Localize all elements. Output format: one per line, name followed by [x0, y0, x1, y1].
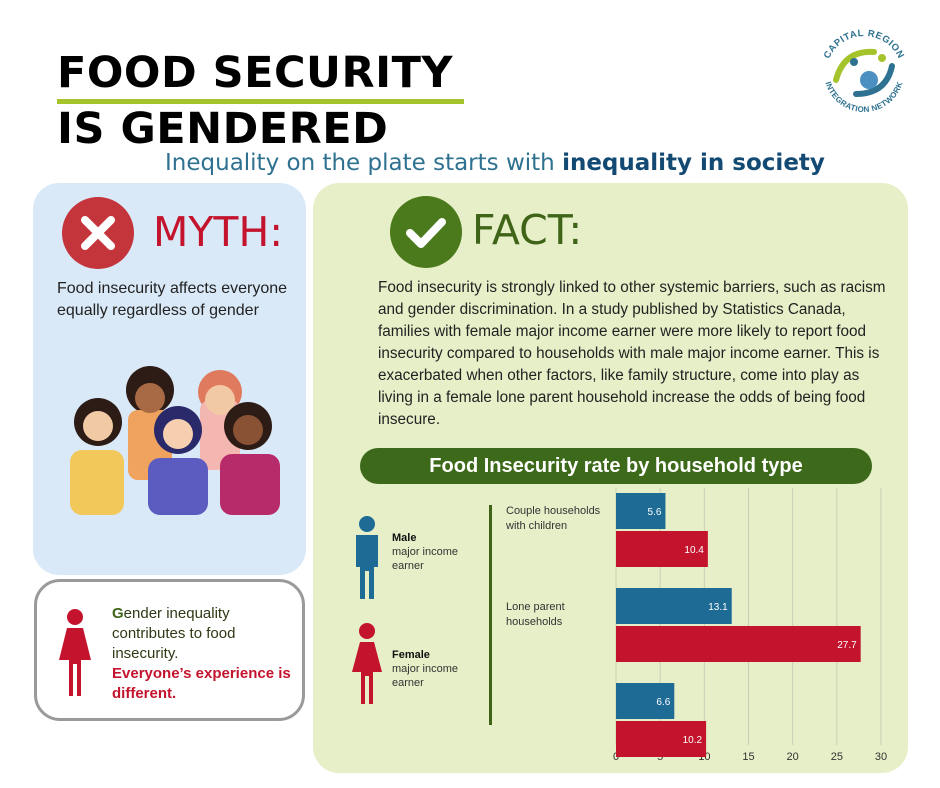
bar-female-1	[616, 626, 861, 662]
data-label: 27.7	[837, 640, 857, 651]
x-tick-label: 15	[742, 751, 754, 763]
subtitle-plain: Inequality on the plate starts with	[165, 150, 563, 176]
data-label: 5.6	[648, 507, 662, 518]
fact-text: Food insecurity is strongly linked to ot…	[378, 279, 886, 428]
title-divider	[57, 99, 464, 104]
fact-heading: FACT:	[472, 206, 583, 254]
category-label-0: Couple households with children	[506, 505, 601, 532]
legend-female-rest: major income earner	[392, 663, 459, 689]
bar-female-2	[616, 721, 707, 757]
gender-note-initial: G	[112, 605, 124, 622]
chart-divider	[489, 505, 492, 725]
page-title-line-2: IS GENDERED	[57, 104, 389, 154]
female-legend-icon	[352, 623, 382, 704]
legend-male-rest: major income earner	[392, 546, 459, 572]
legend-male: Male major income earner	[392, 531, 472, 573]
bar-male-2	[616, 683, 675, 719]
bar-male-0	[616, 493, 666, 529]
x-icon	[62, 197, 134, 269]
page-subtitle: Inequality on the plate starts with ineq…	[165, 150, 825, 176]
data-label: 6.6	[656, 697, 670, 708]
logo-text-top: CAPITAL REGION	[822, 28, 906, 61]
myth-text: Food insecurity affects everyone equally…	[57, 280, 288, 319]
page-title-line-1: FOOD SECURITY	[57, 48, 454, 98]
data-label: 10.2	[683, 735, 703, 746]
x-tick-label: 20	[787, 751, 799, 763]
myth-heading: MYTH:	[153, 208, 284, 256]
female-icon	[59, 609, 91, 696]
bar-male-1	[616, 588, 732, 624]
data-label: 10.4	[684, 545, 704, 556]
check-icon	[390, 196, 462, 268]
bar-female-0	[616, 531, 708, 567]
gender-note-rest: ender inequality contributes to food ins…	[112, 605, 236, 662]
legend-male-bold: Male	[392, 532, 417, 544]
women-group-illustration	[70, 366, 280, 515]
x-tick-label: 25	[831, 751, 843, 763]
data-label: 13.1	[708, 602, 728, 613]
gender-note-emphasis: Everyone’s experience is different.	[112, 665, 291, 702]
capital-region-logo: CAPITAL REGION INTEGRATION NETWORK	[822, 28, 906, 114]
legend-female-bold: Female	[392, 649, 430, 661]
subtitle-bold: inequality in society	[562, 150, 825, 176]
svg-text:CAPITAL REGION: CAPITAL REGION	[822, 28, 906, 61]
legend-female: Female major income earner	[392, 648, 472, 690]
category-label-1: Lone parent households	[506, 601, 565, 628]
male-legend-icon	[356, 516, 378, 599]
food-insecurity-bar-chart: 0510152025305.610.413.127.76.610.2	[613, 488, 887, 763]
x-tick-label: 30	[875, 751, 887, 763]
gender-note-text: Gender inequality contributes to food in…	[112, 604, 297, 704]
chart-title: Food Insecurity rate by household type	[360, 448, 872, 484]
